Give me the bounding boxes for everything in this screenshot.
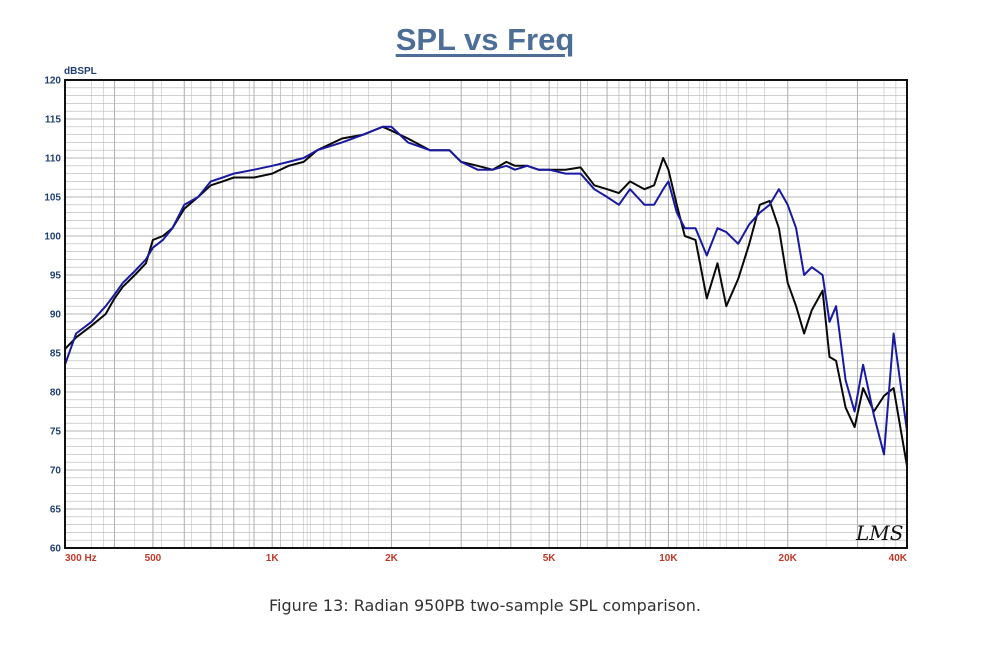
x-tick-label: 1K [266,553,280,564]
y-tick-label: 105 [44,193,61,204]
y-tick-label: 75 [50,427,62,438]
x-tick-label: 5K [543,553,557,564]
y-tick-label: 120 [44,76,61,87]
y-tick-label: 60 [50,544,62,555]
x-tick-labels: 300 Hz 500 1K 2K 5K 10K 20K 40K [65,553,908,564]
y-tick-label: 95 [50,271,62,282]
y-tick-label: 80 [50,388,62,399]
plot-border [64,79,908,549]
x-tick-label: 300 Hz [65,553,97,564]
spl-vs-freq-chart: 60 65 70 75 80 85 90 95 100 105 110 115 120 300 Hz 50… [44,66,908,564]
x-tick-label: 2K [385,553,399,564]
y-tick-label: 110 [45,154,62,165]
y-tick-label: 85 [50,349,62,360]
chart-title: SPL vs Freq [395,22,575,57]
lms-watermark: LMS [855,521,903,545]
grid-lines [65,80,907,548]
series-lines [64,125,908,467]
y-tick-labels: 60 65 70 75 80 85 90 95 100 105 110 115 120 [44,76,61,555]
y-axis-unit-label: dBSPL [64,66,97,77]
series-line-2 [64,125,908,456]
x-tick-label: 10K [659,553,678,564]
y-tick-label: 70 [50,466,62,477]
y-tick-label: 90 [50,310,62,321]
x-tick-label: 20K [779,553,798,564]
y-tick-label: 65 [50,505,62,516]
x-tick-label: 500 [145,553,162,564]
figure-caption: Figure 13: Radian 950PB two-sample SPL c… [268,596,701,615]
y-tick-label: 100 [44,232,61,243]
y-tick-label: 115 [45,115,62,126]
x-tick-label: 40K [889,553,908,564]
